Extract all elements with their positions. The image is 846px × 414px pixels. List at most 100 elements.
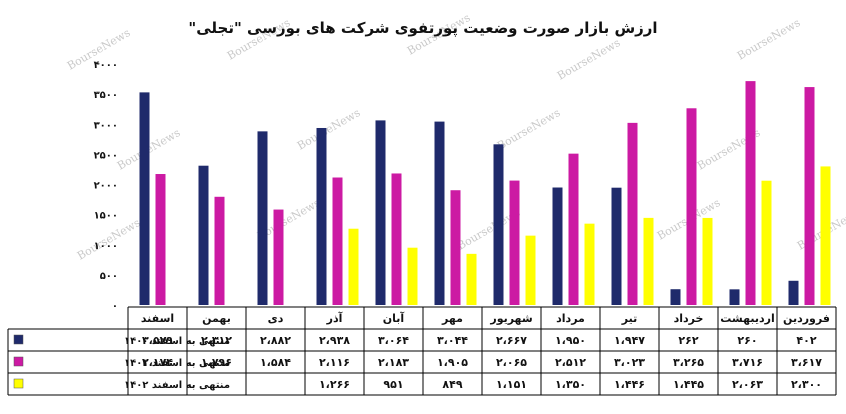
data-label: ۲۶۲ bbox=[678, 334, 698, 347]
bar bbox=[316, 127, 327, 305]
legend-swatch bbox=[13, 356, 24, 367]
bar bbox=[820, 166, 831, 305]
bar bbox=[729, 289, 740, 305]
bar bbox=[627, 122, 638, 305]
x-tick-label: مرداد bbox=[556, 312, 585, 325]
x-tick-label: بهمن bbox=[202, 312, 231, 325]
bar bbox=[670, 289, 681, 305]
y-tick-label: ۴۰۰۰ bbox=[94, 60, 118, 71]
x-tick-label: فروردین bbox=[783, 312, 830, 325]
y-axis: ۴۰۰۰ ۳۵۰۰ ۳۰۰۰ ۲۵۰۰ ۲۰۰۰ ۱۵۰۰ ۱۰۰۰ ۵۰۰ ۰ bbox=[94, 60, 118, 312]
x-tick-label: اردیبهشت bbox=[720, 312, 774, 325]
data-label: ۱،۷۹۶ bbox=[201, 356, 232, 369]
x-tick-label: مهر bbox=[441, 312, 463, 325]
data-label: ۱،۹۰۵ bbox=[437, 356, 468, 369]
legend-label: منتهی به اسفند ۱۴۰۲ bbox=[124, 380, 230, 391]
data-label: ۲،۸۸۲ bbox=[260, 334, 291, 347]
data-label: ۳،۵۲۹ bbox=[142, 334, 173, 347]
data-label: ۳،۷۱۶ bbox=[732, 356, 763, 369]
data-label: ۲۶۰ bbox=[737, 334, 757, 347]
y-tick-label: ۲۵۰۰ bbox=[94, 150, 118, 161]
legend-swatch bbox=[13, 378, 24, 389]
legend-label: منتهی به اسفند ۱۴۰۰ bbox=[124, 336, 230, 347]
data-label: ۲،۵۱۲ bbox=[555, 356, 586, 369]
y-tick-label: ۱۰۰۰ bbox=[94, 241, 118, 252]
bar bbox=[434, 121, 445, 305]
data-label: ۳،۲۶۵ bbox=[673, 356, 704, 369]
data-label: ۲،۹۳۸ bbox=[319, 334, 350, 347]
data-label: ۱،۵۸۴ bbox=[260, 356, 291, 369]
data-label: ۲،۶۶۷ bbox=[496, 334, 527, 347]
data-label: ۳،۰۴۴ bbox=[437, 334, 468, 347]
bar bbox=[375, 120, 386, 305]
y-tick-label: ۳۰۰۰ bbox=[94, 120, 118, 131]
bar bbox=[686, 108, 697, 305]
bar bbox=[745, 81, 756, 306]
y-tick-label: ۱۵۰۰ bbox=[94, 211, 118, 222]
bar bbox=[761, 180, 772, 305]
data-label: ۲،۳۱۲ bbox=[201, 334, 232, 347]
bar bbox=[450, 190, 461, 305]
watermark-text: BourseNews bbox=[495, 106, 563, 153]
x-tick-label: اسفند bbox=[141, 312, 174, 325]
watermark-text: BourseNews bbox=[555, 36, 623, 83]
x-tick-label: آذر bbox=[326, 311, 343, 325]
data-label: ۳،۰۶۴ bbox=[378, 334, 409, 347]
data-label: ۲،۱۷۴ bbox=[142, 356, 173, 369]
data-table: فروردین اردیبهشت خرداد تیر مرداد شهریور مهر آبا… bbox=[7, 306, 837, 396]
data-label: ۱،۴۴۶ bbox=[614, 378, 645, 391]
bar bbox=[509, 180, 520, 305]
y-tick-label: ۰ bbox=[112, 301, 118, 312]
y-tick-label: ۵۰۰ bbox=[100, 271, 118, 282]
bar bbox=[643, 217, 654, 305]
bar bbox=[273, 209, 284, 305]
bar bbox=[332, 177, 343, 305]
data-label: ۲،۳۰۰ bbox=[791, 378, 822, 391]
legend-swatch bbox=[13, 334, 24, 345]
bar bbox=[348, 228, 359, 305]
data-label: ۲،۰۶۳ bbox=[732, 378, 763, 391]
chart-title: ارزش بازار صورت وضعیت پورتفوی شرکت های ب… bbox=[188, 19, 657, 38]
bar bbox=[407, 247, 418, 305]
data-label: ۹۵۱ bbox=[383, 378, 403, 391]
data-label: ۱،۴۴۵ bbox=[673, 378, 704, 391]
bars bbox=[139, 81, 831, 306]
data-label: ۱،۹۵۰ bbox=[555, 334, 586, 347]
x-tick-label: دی bbox=[268, 312, 284, 325]
bar bbox=[391, 173, 402, 305]
y-tick-label: ۲۰۰۰ bbox=[94, 181, 118, 192]
bar bbox=[525, 235, 536, 305]
bar bbox=[139, 92, 150, 305]
data-label: ۱،۱۵۱ bbox=[496, 378, 527, 391]
bar bbox=[584, 223, 595, 305]
data-label: ۲،۱۸۳ bbox=[378, 356, 409, 369]
data-label: ۱،۹۴۷ bbox=[614, 334, 645, 347]
bar bbox=[466, 253, 477, 305]
x-tick-label: تیر bbox=[621, 312, 637, 325]
bar bbox=[214, 196, 225, 305]
bar bbox=[552, 187, 563, 305]
watermark-text: BourseNews bbox=[75, 216, 143, 263]
watermark-text: BourseNews bbox=[735, 16, 803, 63]
legend-label: منتهی به اسفند ۱۴۰۱ bbox=[124, 358, 230, 369]
data-label: ۸۴۹ bbox=[442, 378, 462, 391]
x-tick-label: آبان bbox=[383, 311, 405, 325]
data-label: ۴۰۲ bbox=[796, 334, 816, 347]
bar bbox=[198, 165, 209, 305]
bar bbox=[804, 87, 815, 306]
y-tick-label: ۳۵۰۰ bbox=[94, 90, 118, 101]
x-tick-label: شهریور bbox=[489, 312, 532, 325]
data-label: ۲،۰۶۵ bbox=[496, 356, 527, 369]
data-label: ۱،۲۶۶ bbox=[319, 378, 350, 391]
data-label: ۱،۳۵۰ bbox=[555, 378, 586, 391]
watermark-text: BourseNews bbox=[295, 106, 363, 153]
data-label: ۳،۰۲۳ bbox=[614, 356, 645, 369]
bar bbox=[702, 217, 713, 305]
x-tick-label: خرداد bbox=[674, 312, 704, 325]
bar bbox=[611, 187, 622, 305]
bar bbox=[788, 280, 799, 305]
bar bbox=[155, 174, 166, 305]
data-label: ۳،۶۱۷ bbox=[791, 356, 822, 369]
